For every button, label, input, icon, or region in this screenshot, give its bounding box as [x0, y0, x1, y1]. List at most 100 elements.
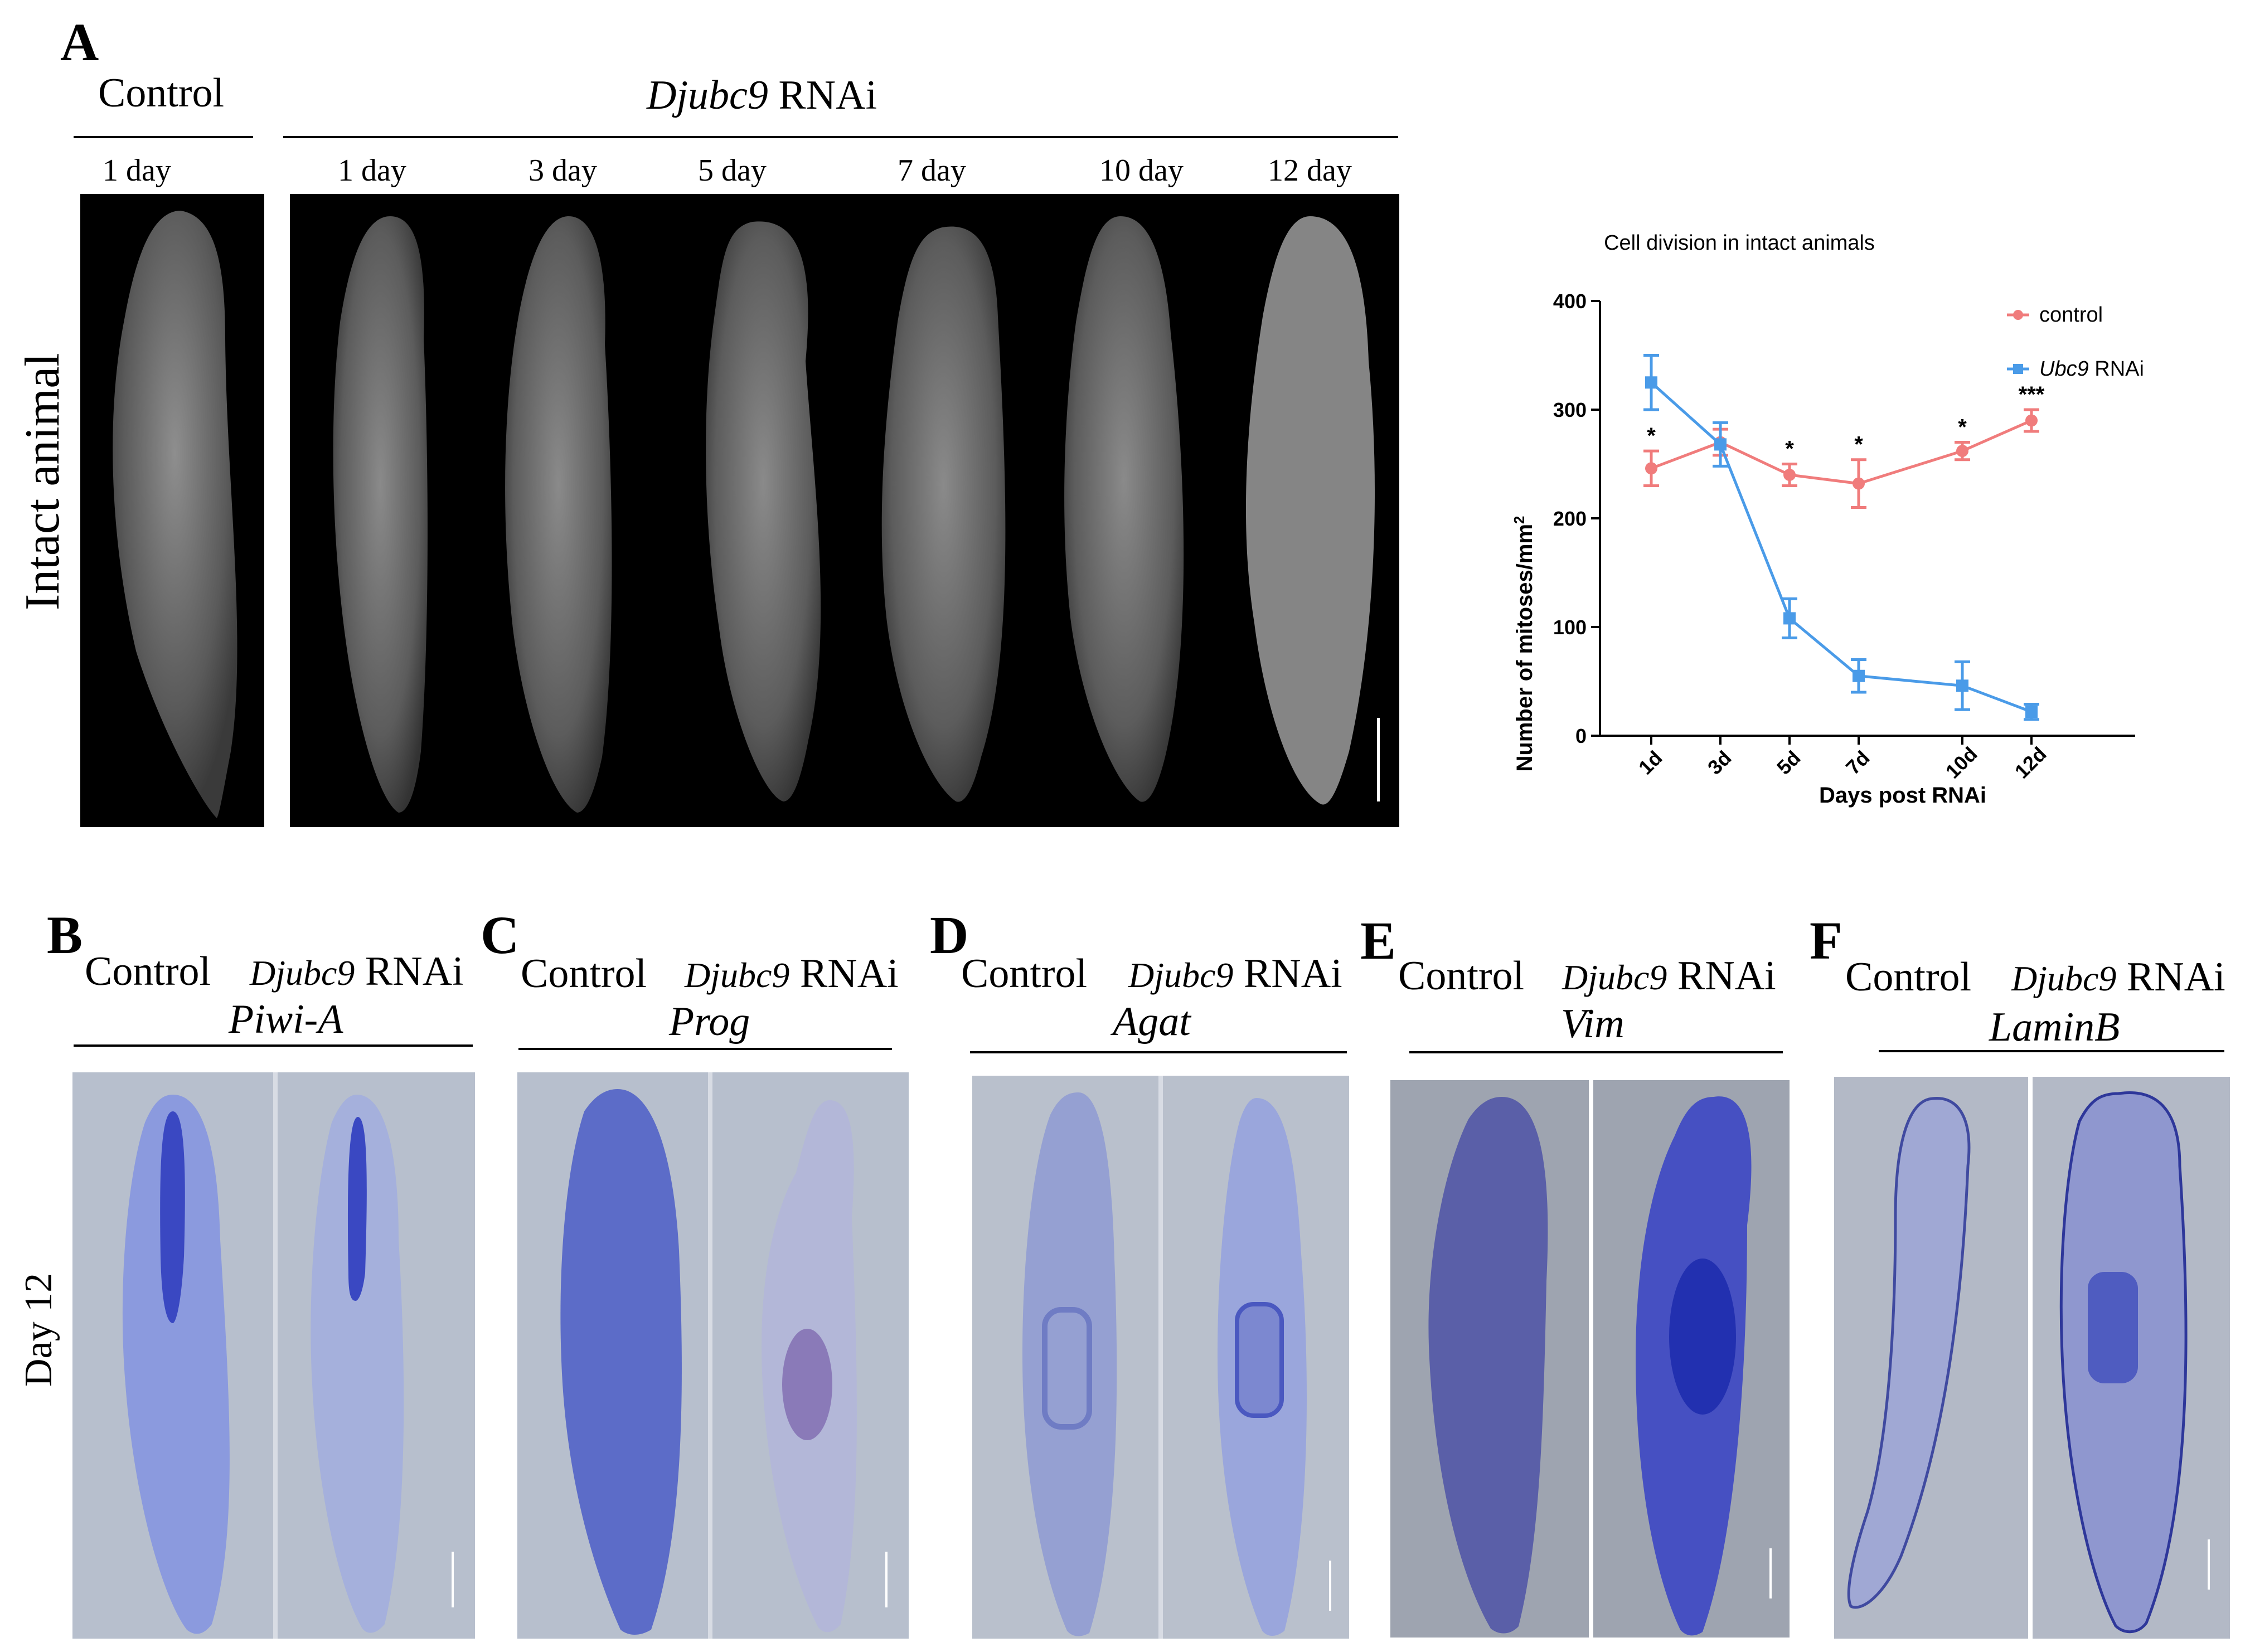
panel-b-rule	[74, 1044, 473, 1047]
data-point	[1645, 376, 1657, 389]
panel-f-worms	[1847, 1077, 2210, 1639]
y-axis-label-sup: 2	[1511, 516, 1528, 524]
data-point	[1853, 669, 1865, 682]
panel-f-marker: LaminB	[1989, 1004, 2120, 1050]
control-header: Control	[98, 70, 225, 116]
significance-mark: *	[1854, 433, 1863, 457]
y-axis-label-text: Number of mitoses/mm	[1512, 524, 1537, 772]
panel-f-gene: Djubc9	[2011, 959, 2117, 998]
panel-e-marker: Vim	[1561, 1001, 1625, 1047]
y-tick-label: 300	[1553, 399, 1587, 421]
data-point	[1714, 438, 1727, 451]
panel-d-worms	[1022, 1076, 1331, 1639]
panel-b-control: Control	[85, 949, 211, 994]
panel-a-letter: A	[60, 12, 99, 72]
panel-c-letter: C	[481, 905, 520, 965]
panel-c-gene: Djubc9	[685, 955, 790, 995]
series-line-0	[1651, 419, 2033, 485]
photo-panel-e	[1390, 1080, 1790, 1638]
chart-title: Cell division in intact animals	[1604, 231, 1875, 255]
panel-f-suffix: RNAi	[2116, 954, 2225, 1000]
panel-d-control: Control	[961, 951, 1088, 997]
rnai-header-rule	[283, 136, 1398, 138]
panel-f-rnai: Djubc9 RNAi	[2011, 956, 2225, 998]
panel-b-suffix: RNAi	[355, 949, 464, 994]
timepoint-1day: 1 day	[338, 153, 406, 188]
panel-e-worms	[1428, 1080, 1772, 1638]
x-tick-label: 10d	[1941, 742, 1982, 783]
data-point	[1853, 477, 1865, 490]
photo-panel-c	[517, 1072, 909, 1639]
panel-d-rnai: Djubc9 RNAi	[1128, 953, 1342, 994]
rnai-suffix: RNAi	[768, 72, 877, 118]
y-axis-label: Number of mitoses/mm2	[1511, 516, 1537, 772]
panel-b-marker: Piwi-A	[229, 997, 343, 1042]
panel-f-control: Control	[1845, 954, 1972, 1000]
panel-c-control: Control	[521, 951, 647, 997]
y-tick-label: 400	[1553, 290, 1587, 313]
timepoint-10day: 10 day	[1099, 153, 1184, 188]
panel-c-rule	[518, 1048, 892, 1050]
data-point	[1956, 445, 1968, 458]
panel-f-rule	[1879, 1050, 2224, 1052]
panel-c-suffix: RNAi	[789, 951, 899, 997]
panel-d-suffix: RNAi	[1233, 951, 1342, 997]
significance-mark: *	[1647, 424, 1656, 448]
data-point	[1783, 612, 1796, 625]
panel-b-gene: Djubc9	[250, 953, 355, 993]
legend: control Ubc9 RNAi	[2007, 303, 2144, 381]
worm-control-fluor	[113, 211, 237, 818]
photo-panel-f	[1834, 1077, 2230, 1639]
timepoint-7day: 7 day	[898, 153, 966, 188]
x-tick-label: 5d	[1772, 746, 1805, 779]
panel-e-rule	[1409, 1051, 1783, 1053]
panel-d-letter: D	[930, 905, 969, 965]
significance-mark: *	[1785, 437, 1794, 461]
x-tick-label: 3d	[1703, 746, 1736, 779]
panel-c-rnai: Djubc9 RNAi	[685, 953, 899, 994]
x-axis-label: Days post RNAi	[1819, 783, 1986, 808]
data-point	[1783, 469, 1796, 481]
row-label-intact-animal: Intact animal	[16, 353, 70, 610]
scale-bar-d	[1329, 1561, 1331, 1611]
y-tick-label: 100	[1553, 616, 1587, 639]
x-tick-label: 7d	[1841, 746, 1874, 779]
data-point	[1956, 679, 1968, 692]
photo-control-1day	[80, 194, 264, 827]
panel-c-worms	[560, 1072, 888, 1639]
photo-strip-rnai	[290, 194, 1399, 827]
x-tick-label: 12d	[2010, 742, 2051, 783]
panel-f-letter: F	[1810, 911, 1842, 970]
mitoses-line-chart: Cell division in intact animals 0 100 200 3…	[1511, 231, 2144, 808]
legend-ubc9-marker	[2013, 364, 2023, 374]
legend-control-marker	[2013, 310, 2023, 320]
legend-control-label: control	[2039, 303, 2103, 327]
rnai-header: Djubc9 RNAi	[647, 75, 877, 116]
scale-bar-e	[1769, 1548, 1772, 1598]
data-point	[2025, 414, 2038, 427]
y-tick-label: 200	[1553, 507, 1587, 530]
panel-d-rule	[970, 1051, 1347, 1053]
photo-panel-b	[72, 1072, 475, 1639]
timepoint-3day: 3 day	[528, 153, 597, 188]
significance-mark: ***	[2019, 382, 2045, 407]
panel-e-letter: E	[1360, 911, 1396, 970]
scale-bar-b	[452, 1552, 454, 1607]
legend-ubc9-label: Ubc9 RNAi	[2039, 357, 2144, 381]
panel-b-letter: B	[47, 905, 83, 965]
scale-bar-c	[885, 1552, 888, 1607]
scale-bar-a	[1377, 718, 1380, 801]
panel-d-gene: Djubc9	[1128, 955, 1234, 995]
scale-bar-f	[2208, 1539, 2210, 1590]
panel-c-marker: Prog	[669, 999, 750, 1044]
control-header-rule	[74, 136, 253, 138]
timepoint-12day: 12 day	[1268, 153, 1352, 188]
timepoint-control-1day: 1 day	[103, 153, 171, 188]
panel-b-worms	[122, 1072, 454, 1639]
panel-e-suffix: RNAi	[1667, 953, 1776, 999]
legend-ubc9-suffix: RNAi	[2089, 357, 2144, 381]
panel-d-marker: Agat	[1113, 999, 1191, 1044]
panel-e-rnai: Djubc9 RNAi	[1562, 955, 1776, 997]
row-label-day12: Day 12	[17, 1272, 60, 1387]
rnai-gene-name: Djubc9	[647, 72, 768, 118]
